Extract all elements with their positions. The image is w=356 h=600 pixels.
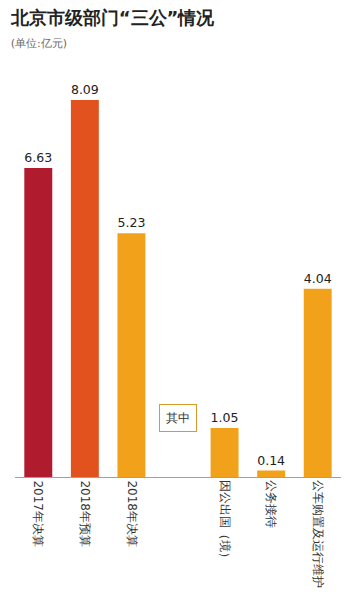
svg-text:8.09: 8.09 xyxy=(71,82,99,97)
svg-text:1.05: 1.05 xyxy=(211,410,239,425)
svg-text:因公出国（境）: 因公出国（境） xyxy=(218,480,232,564)
svg-text:2017年决算: 2017年决算 xyxy=(31,480,45,547)
svg-text:公车购置及运行维护: 公车购置及运行维护 xyxy=(311,480,325,588)
svg-text:6.63: 6.63 xyxy=(24,150,52,165)
svg-text:5.23: 5.23 xyxy=(117,215,145,230)
svg-text:北京市级部门“三公”情况(单位:亿元): 北京市级部门“三公”情况(单位:亿元) xyxy=(10,7,216,50)
svg-text:0.14: 0.14 xyxy=(257,453,285,468)
svg-text:2018年预算: 2018年预算 xyxy=(78,480,92,547)
svg-text:公务接待: 公务接待 xyxy=(264,480,278,528)
svg-text:4.04: 4.04 xyxy=(304,271,332,286)
svg-text:2018年决算: 2018年决算 xyxy=(125,480,139,547)
svg-text:其中: 其中 xyxy=(166,411,190,425)
